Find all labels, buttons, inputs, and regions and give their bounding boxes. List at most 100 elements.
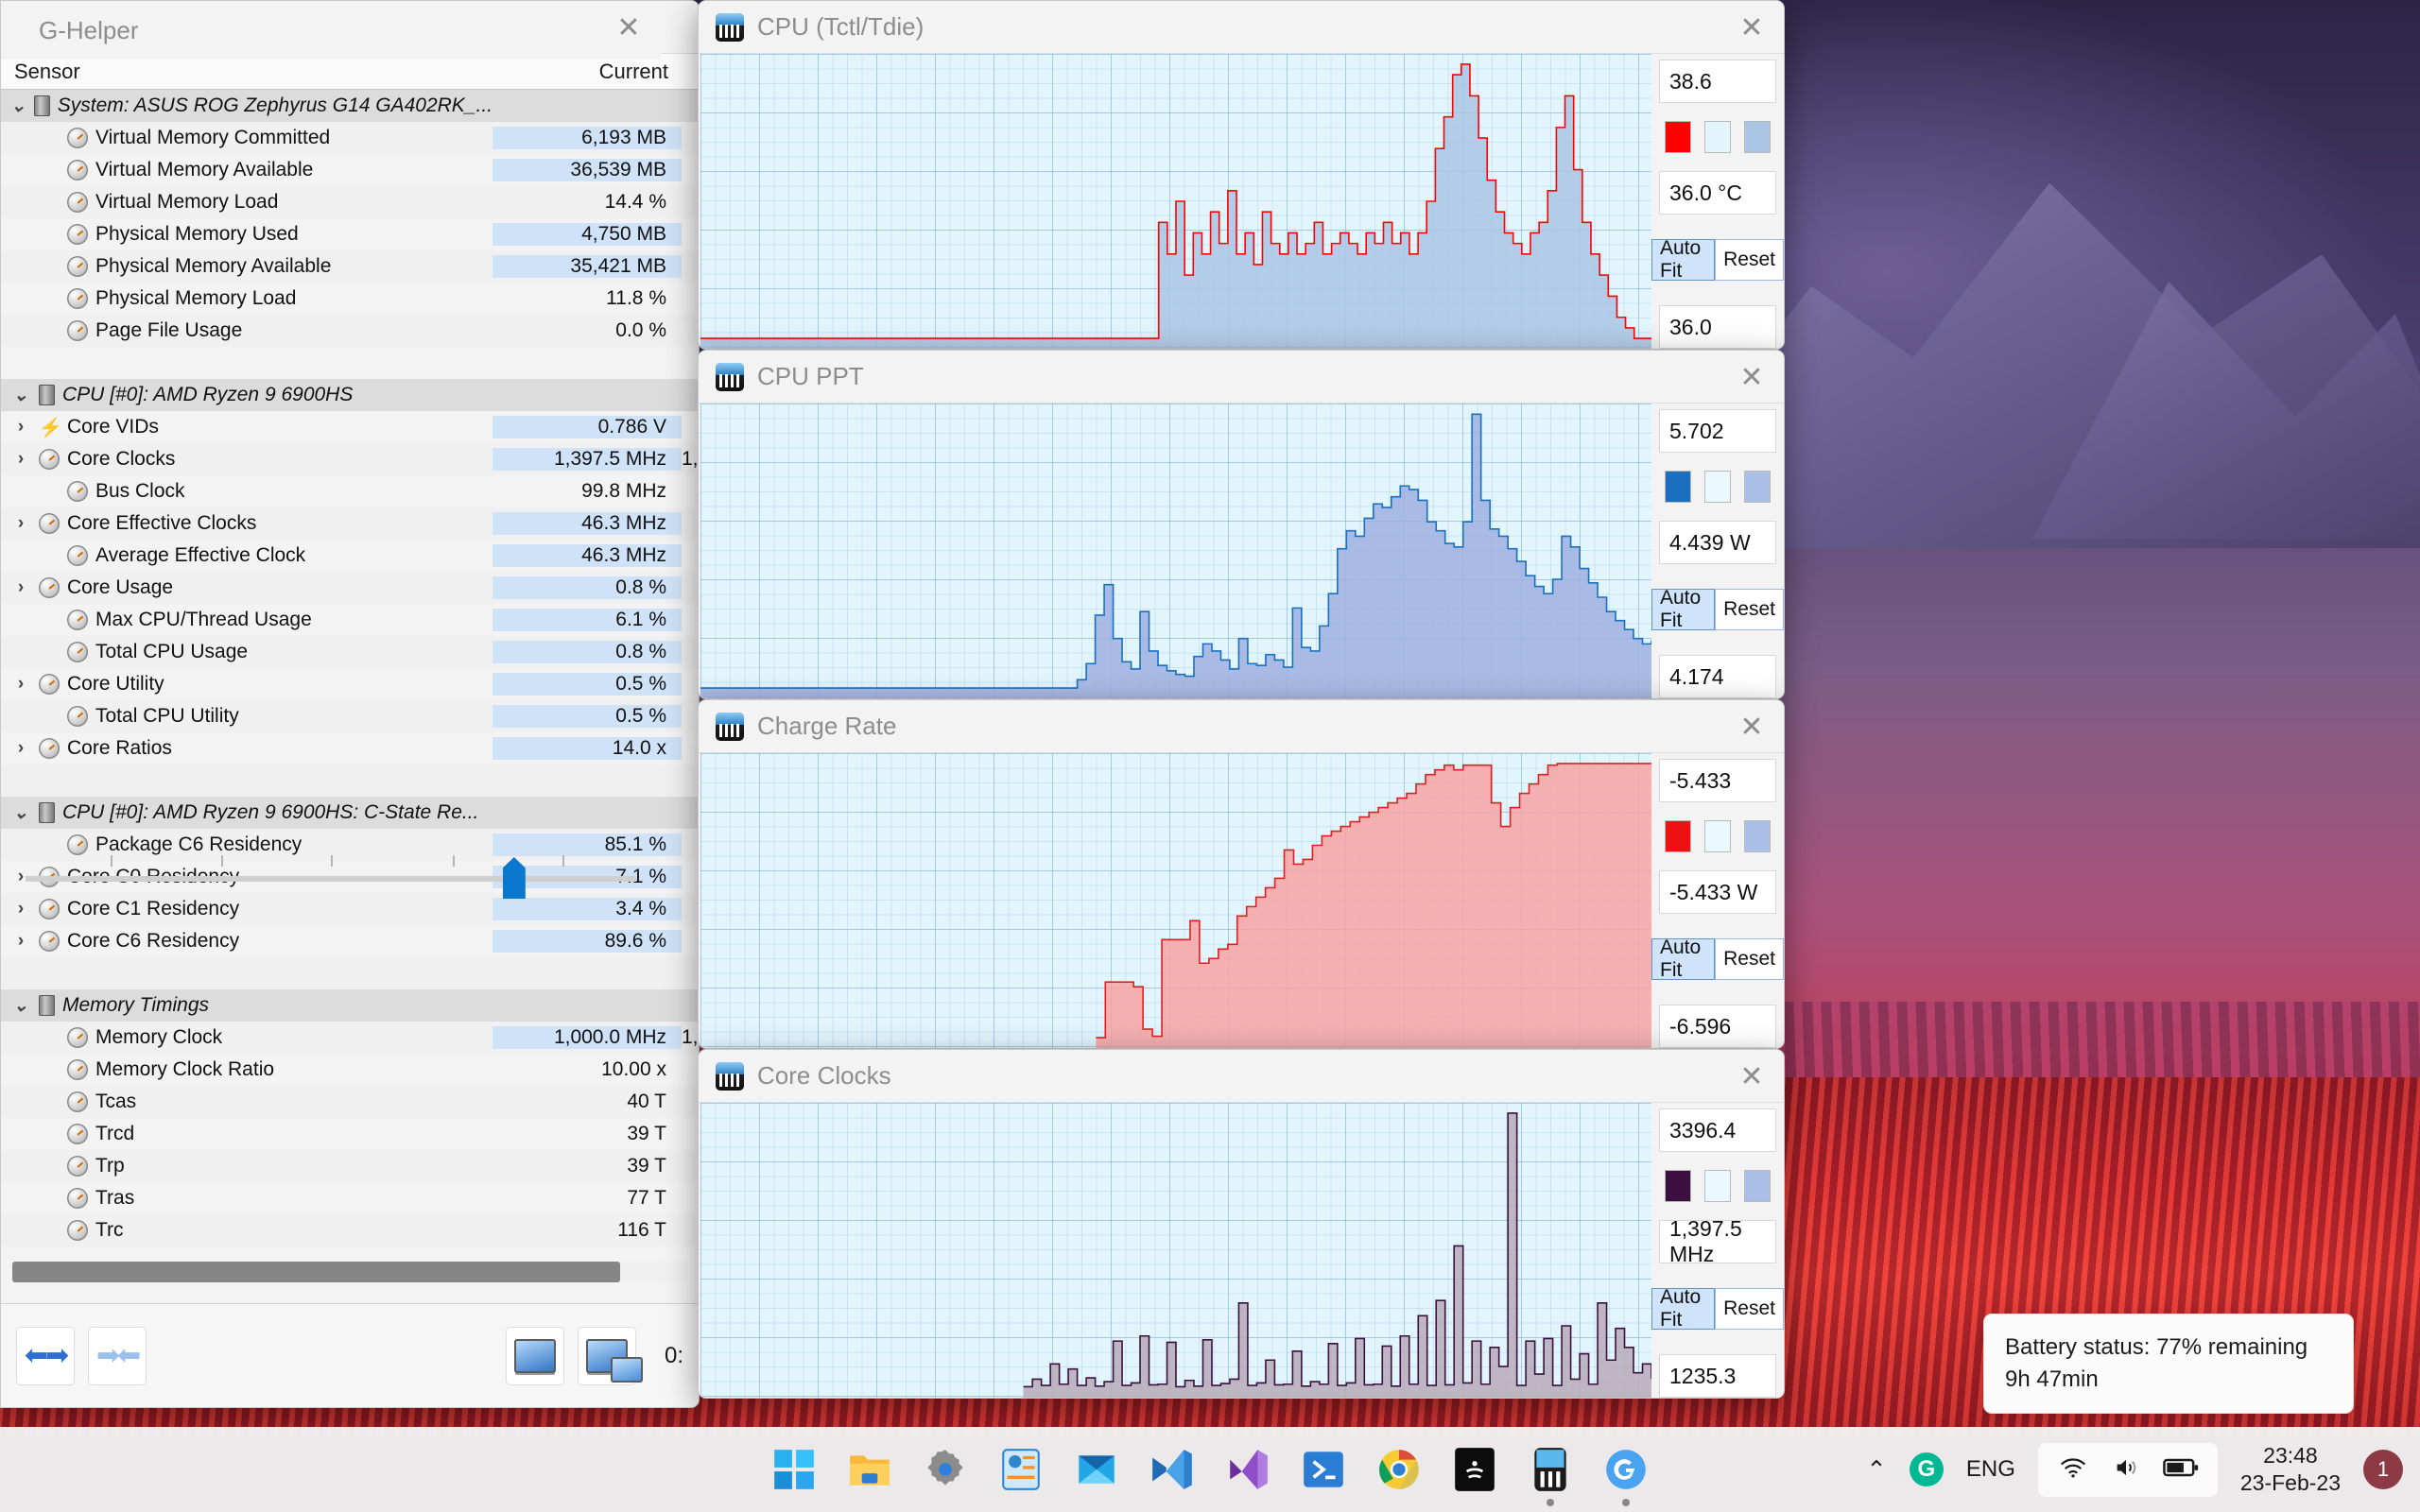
auto-fit-button[interactable]: Auto Fit — [1651, 237, 1716, 282]
chevron-right-icon[interactable]: › — [17, 899, 25, 919]
reset-button[interactable]: Reset — [1715, 239, 1784, 281]
sensor-row[interactable]: Physical Memory Load 11.8 % — [1, 283, 699, 315]
ghelper-titlebar[interactable]: G-Helper ✕ — [1, 1, 661, 60]
sensor-row[interactable]: › Core Ratios 14.0 x — [1, 732, 699, 765]
background-color-swatch[interactable] — [1704, 471, 1731, 503]
graph-titlebar[interactable]: CPU (Tctl/Tdie) ✕ — [699, 1, 1784, 54]
scrollbar-thumb[interactable] — [12, 1262, 620, 1282]
sensor-group-row[interactable]: ⌄ CPU [#0]: AMD Ryzen 9 6900HS: C-State R… — [1, 797, 699, 829]
reset-button[interactable]: Reset — [1715, 1288, 1784, 1330]
auto-fit-button[interactable]: Auto Fit — [1651, 587, 1716, 631]
show-hidden-icons-icon[interactable]: ⌃ — [1866, 1454, 1887, 1484]
series-color-swatch[interactable] — [1665, 820, 1691, 852]
graph-titlebar[interactable]: CPU PPT ✕ — [699, 351, 1784, 404]
graph-plot-area[interactable] — [700, 753, 1651, 1048]
battery-charge-limit-slider[interactable] — [26, 842, 636, 910]
fill-color-swatch[interactable] — [1744, 471, 1771, 503]
chevron-right-icon[interactable]: › — [17, 513, 25, 533]
series-color-swatch[interactable] — [1665, 1170, 1691, 1202]
graph-plot-area[interactable] — [700, 54, 1651, 349]
mail-icon[interactable] — [1073, 1446, 1120, 1493]
sensor-row[interactable]: Virtual Memory Available 36,539 MB — [1, 154, 699, 186]
sensor-group-row[interactable]: ⌄ CPU [#0]: AMD Ryzen 9 6900HS — [1, 379, 699, 411]
chevron-right-icon[interactable]: › — [17, 417, 25, 437]
file-explorer-icon[interactable] — [846, 1446, 893, 1493]
graph-color-swatches[interactable] — [1665, 121, 1771, 153]
reset-button[interactable]: Reset — [1715, 589, 1784, 630]
sensor-row[interactable] — [1, 347, 699, 379]
sensor-row[interactable]: › Core C1 Residency 3.4 % — [1, 893, 699, 925]
chevron-down-icon[interactable]: ⌄ — [13, 995, 28, 1016]
sensor-row[interactable]: Virtual Memory Committed 6,193 MB — [1, 122, 699, 154]
fill-color-swatch[interactable] — [1744, 820, 1771, 852]
control-panel-icon[interactable] — [997, 1446, 1045, 1493]
quick-settings-button[interactable] — [2037, 1442, 2218, 1497]
chevron-right-icon[interactable]: › — [17, 577, 25, 597]
close-icon[interactable]: ✕ — [616, 11, 641, 43]
sensor-row[interactable]: Physical Memory Used 4,750 MB — [1, 218, 699, 250]
hwinfo-icon[interactable] — [1527, 1446, 1574, 1506]
sensor-row[interactable]: › Core Usage 0.8 % — [1, 572, 699, 604]
sensor-row[interactable]: › Core C6 Residency 89.6 % — [1, 925, 699, 957]
sensor-row[interactable]: Average Effective Clock 46.3 MHz — [1, 540, 699, 572]
fill-color-swatch[interactable] — [1744, 1170, 1771, 1202]
sensor-row[interactable]: Package C6 Residency 85.1 % — [1, 829, 699, 861]
chevron-right-icon[interactable]: › — [17, 931, 25, 951]
background-color-swatch[interactable] — [1704, 820, 1731, 852]
sensor-row[interactable]: Virtual Memory Load 14.4 % — [1, 186, 699, 218]
reset-button[interactable]: Reset — [1715, 938, 1784, 980]
auto-fit-button[interactable]: Auto Fit — [1651, 1286, 1716, 1331]
sensor-row[interactable]: › ⚡ Core VIDs 0.786 V — [1, 411, 699, 443]
sensor-row[interactable]: Physical Memory Available 35,421 MB — [1, 250, 699, 283]
visual-studio-icon[interactable] — [1224, 1446, 1271, 1493]
sensor-group-row[interactable]: ⌄ System: ASUS ROG Zephyrus G14 GA402RK_.… — [1, 90, 699, 122]
notification-badge[interactable]: 1 — [2363, 1450, 2403, 1489]
sensor-row[interactable] — [1, 765, 699, 797]
taskbar-clock[interactable]: 23:48 23-Feb-23 — [2240, 1442, 2341, 1497]
background-color-swatch[interactable] — [1704, 121, 1731, 153]
graph-titlebar[interactable]: Charge Rate ✕ — [699, 700, 1784, 753]
close-icon[interactable]: ✕ — [1739, 11, 1764, 43]
collapse-all-button[interactable]: ➡⬅ — [88, 1326, 147, 1385]
chevron-down-icon[interactable]: ⌄ — [13, 385, 28, 405]
sensor-row[interactable]: Trc 116 T — [1, 1214, 699, 1246]
sensor-row[interactable]: › Core Effective Clocks 46.3 MHz — [1, 507, 699, 540]
sensor-table-body[interactable]: ⌄ System: ASUS ROG Zephyrus G14 GA402RK_.… — [1, 90, 699, 1252]
sensor-row[interactable]: › Core Utility 0.5 % — [1, 668, 699, 700]
grammarly-icon[interactable] — [1602, 1446, 1650, 1506]
spotify-icon[interactable] — [1451, 1446, 1498, 1493]
chevron-right-icon[interactable]: › — [17, 674, 25, 694]
sensor-settings-button[interactable] — [505, 1326, 564, 1385]
close-icon[interactable]: ✕ — [1739, 711, 1764, 743]
expand-all-button[interactable]: ⬅➡ — [16, 1326, 75, 1385]
sensor-row[interactable]: › Core Clocks 1,397.5 MHz 1, — [1, 443, 699, 475]
close-icon[interactable]: ✕ — [1739, 361, 1764, 393]
sensor-row[interactable]: Tcas 40 T — [1, 1086, 699, 1118]
chevron-right-icon[interactable]: › — [17, 738, 25, 758]
series-color-swatch[interactable] — [1665, 121, 1691, 153]
graph-plot-area[interactable] — [700, 1103, 1651, 1398]
graph-color-swatches[interactable] — [1665, 1170, 1771, 1202]
settings-gear-icon[interactable] — [922, 1446, 969, 1493]
graph-titlebar[interactable]: Core Clocks ✕ — [699, 1050, 1784, 1103]
sensor-horizontal-scrollbar[interactable] — [12, 1262, 687, 1282]
sensor-row[interactable]: Trp 39 T — [1, 1150, 699, 1182]
chevron-right-icon[interactable]: › — [17, 867, 25, 886]
chrome-icon[interactable] — [1375, 1446, 1423, 1493]
sensor-row[interactable]: Trcd 39 T — [1, 1118, 699, 1150]
series-color-swatch[interactable] — [1665, 471, 1691, 503]
auto-fit-button[interactable]: Auto Fit — [1651, 936, 1716, 981]
sensor-row[interactable]: Memory Clock Ratio 10.00 x — [1, 1054, 699, 1086]
graph-color-swatches[interactable] — [1665, 471, 1771, 503]
close-icon[interactable]: ✕ — [1739, 1060, 1764, 1092]
sensor-row[interactable]: Page File Usage 0.0 % — [1, 315, 699, 347]
sensor-row[interactable]: Memory Clock 1,000.0 MHz 1, — [1, 1022, 699, 1054]
graph-plot-area[interactable] — [700, 404, 1651, 698]
sensor-row[interactable]: Tras 77 T — [1, 1182, 699, 1214]
sensor-row[interactable] — [1, 957, 699, 989]
sensor-row[interactable]: Total CPU Usage 0.8 % — [1, 636, 699, 668]
sensor-row[interactable]: Max CPU/Thread Usage 6.1 % — [1, 604, 699, 636]
chevron-right-icon[interactable]: › — [17, 449, 25, 469]
grammarly-tray-icon[interactable]: G — [1909, 1452, 1944, 1486]
fill-color-swatch[interactable] — [1744, 121, 1771, 153]
